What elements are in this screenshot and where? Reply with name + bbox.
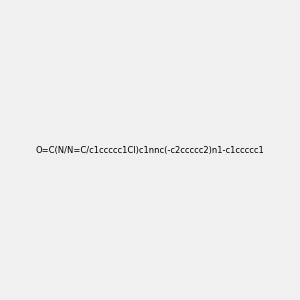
Text: O=C(N/N=C/c1ccccc1Cl)c1nnc(-c2ccccc2)n1-c1ccccc1: O=C(N/N=C/c1ccccc1Cl)c1nnc(-c2ccccc2)n1-…	[36, 146, 264, 154]
